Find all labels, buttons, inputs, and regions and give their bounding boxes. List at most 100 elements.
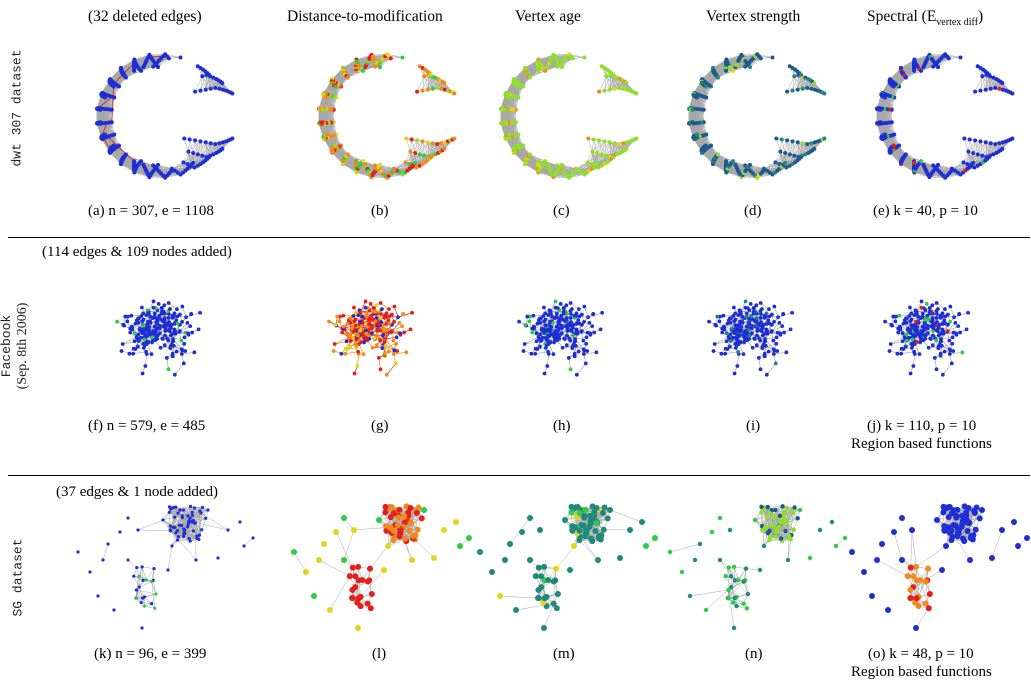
column-title-deleted-edges: (32 deleted edges) [88,8,202,26]
graph-node [213,142,218,147]
row-label-facebook-date: (Sep. 8th 2006) [15,281,31,411]
graph-node [203,87,208,92]
graph-node [123,152,128,157]
graph-edge [406,138,411,152]
row-label-facebook-name: Facebook [0,281,15,411]
graph-edge [192,141,201,154]
graph-edge [106,95,111,110]
graph-edge [106,95,108,110]
graph-edge [125,70,142,78]
graph-edge [328,122,333,137]
graph-node [220,146,225,151]
graph-edge [326,95,330,109]
graph-node [220,87,225,92]
graph-node [230,91,235,96]
graph-node [170,167,175,172]
graph-node [217,141,222,146]
graph-edge [156,166,171,172]
row3-note: (37 edges & 1 node added) [56,484,218,501]
graph-edge [140,62,155,72]
graph-edge [331,109,335,123]
graph-edge [331,122,335,136]
graph-edge [409,152,416,165]
graph-edge [328,109,332,123]
graph-edge [111,122,115,135]
graph-node [185,162,190,167]
graph-edge [419,141,423,155]
graph-edge [202,76,206,90]
graph-node [182,136,187,141]
graph-node [213,85,218,90]
graph-edge [109,122,113,136]
row-label-facebook: Facebook (Sep. 8th 2006) [0,281,31,411]
graph-node [230,136,235,141]
row-label-sg: SG dataset [11,528,26,628]
graph-edge [333,122,337,135]
graph-node [181,160,186,165]
graph-node [193,138,198,143]
graph-edge [333,135,342,146]
panel-a [68,28,248,198]
graph-node [200,153,205,158]
graph-edge [333,135,340,147]
graph-edge [205,142,219,152]
graph-node [195,152,200,157]
graph-edge [200,74,207,91]
graph-edge [104,123,108,137]
graph-edge [188,139,190,152]
graph-node [220,140,225,145]
graph-node [103,132,108,137]
graph-edge [106,109,110,123]
graph-edge [197,141,201,155]
graph-edge [422,76,425,91]
row-label-dwt307: dwt 307 dataset [10,49,25,166]
graph-edge [183,154,198,163]
column-title-vertex-age: Vertex age [515,8,581,26]
graph-edge [424,76,428,90]
graph-node [123,75,128,80]
graph-node [187,137,192,142]
graph-edge [205,80,219,90]
graph-node [198,139,203,144]
graph-edge [202,76,211,89]
graph-edge [328,95,330,110]
graph-edge [124,68,140,77]
graph-node [156,65,161,70]
graph-edge [427,81,443,90]
graph-edge [326,123,330,137]
graph-edge [205,81,221,90]
graph-node [203,140,208,145]
graph-edge [427,78,439,90]
graph-node [193,89,198,94]
graph-edge [104,122,111,137]
graph-edge [188,140,196,152]
graph-edge [101,108,105,124]
graph-edge [140,160,155,170]
graph-edge [333,97,337,110]
graph-edge [192,140,196,154]
row-divider-2 [8,475,1030,476]
graph-node [191,151,196,156]
graph-edge [405,152,416,163]
graph-edge [106,122,113,136]
graph-edge [410,141,423,152]
graph-edge [205,142,221,151]
column-title-spectral: Spectral (Evertex diff) [867,8,983,28]
graph-edge [410,140,418,152]
graph-edge [326,122,333,137]
graph-edge [184,138,189,152]
graph-edge [336,85,340,98]
graph-edge [109,109,113,123]
mesh-graph-a [95,52,235,180]
graph-edge [183,152,194,163]
graph-edge [104,134,135,162]
graph-edge [109,96,113,110]
graph-edge [416,76,425,92]
graph-edge [187,152,194,165]
graph-edge [111,82,115,123]
graph-node [206,155,211,160]
graph-edge [326,108,330,123]
graph-edge [135,58,152,64]
graph-edge [157,58,169,68]
graph-edge [323,108,327,124]
